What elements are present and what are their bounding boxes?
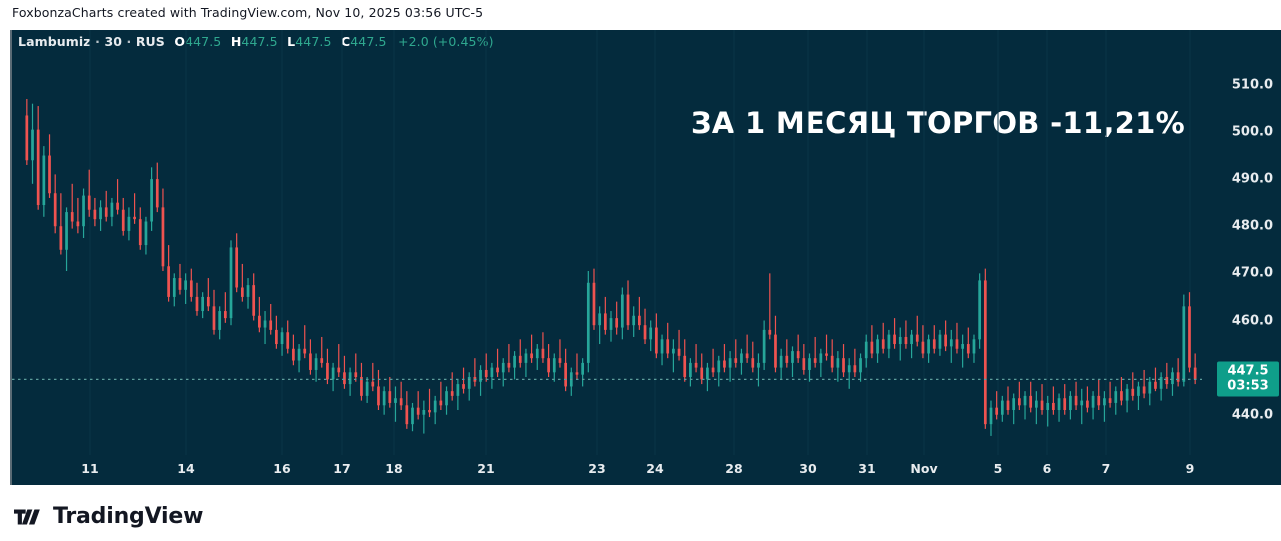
price-tick-440: 440.0 (1231, 407, 1273, 423)
time-tick-16: 16 (273, 461, 291, 476)
time-tick-28: 28 (725, 461, 743, 476)
time-tick-14: 14 (177, 461, 195, 476)
legend-close-label: C (340, 34, 351, 49)
time-tick-7: 7 (1101, 461, 1111, 476)
current-price-time: 03:53 (1227, 378, 1269, 394)
time-tick-Nov: Nov (910, 461, 938, 476)
price-tick-460: 460.0 (1231, 313, 1273, 328)
legend-high-value: 447.5 (241, 34, 278, 49)
time-tick-31: 31 (858, 461, 876, 476)
attribution-text: FoxbonzaCharts created with TradingView.… (12, 5, 484, 20)
legend-separator-2: · (126, 34, 132, 49)
tradingview-logo-icon (14, 509, 40, 524)
legend-change-value: +2.0 (+0.45%) (398, 34, 494, 49)
legend-symbol[interactable]: Lambumiz (18, 34, 91, 49)
time-tick-17: 17 (333, 461, 351, 476)
price-tick-480: 480.0 (1231, 218, 1273, 234)
time-tick-23: 23 (588, 461, 606, 476)
legend-separator-1: · (95, 34, 100, 49)
time-tick-11: 11 (81, 461, 99, 476)
time-tick-9: 9 (1185, 461, 1195, 476)
legend-exchange: RUS (135, 34, 165, 49)
legend-close-value: 447.5 (350, 34, 387, 49)
time-tick-30: 30 (799, 461, 817, 476)
chart-panel[interactable]: Lambumiz · 30 · RUS O447.5 H447.5 L447.5… (10, 30, 1281, 485)
current-price-badge[interactable]: 447.5 03:53 (1217, 361, 1279, 397)
footer-branding: TradingView (14, 504, 203, 529)
legend-low-label: L (287, 34, 296, 49)
overlay-annotation-title: ЗА 1 МЕСЯЦ ТОРГОВ -11,21% (690, 106, 1185, 140)
legend-open-label: O (174, 34, 186, 49)
current-price-value: 447.5 (1227, 363, 1269, 379)
time-tick-18: 18 (385, 461, 403, 476)
time-tick-21: 21 (477, 461, 495, 476)
price-axis[interactable]: 510.0500.0490.0480.0470.0460.0450.0440.0… (1202, 30, 1281, 485)
time-axis[interactable]: 11 14 16 17 18 21 23 24 28 30 31 Nov 5 6 7 9 (10, 455, 1281, 485)
chart-legend[interactable]: Lambumiz · 30 · RUS O447.5 H447.5 L447.5… (18, 34, 494, 49)
price-tick-470: 470.0 (1231, 265, 1273, 281)
legend-open-value: 447.5 (185, 34, 222, 49)
time-tick-24: 24 (646, 461, 664, 476)
legend-low-value: 447.5 (295, 34, 332, 49)
legend-high-label: H (230, 34, 242, 49)
time-tick-5: 5 (993, 461, 1003, 476)
legend-interval[interactable]: 30 (104, 34, 123, 49)
price-tick-510: 510.0 (1231, 77, 1273, 93)
price-tick-500: 500.0 (1231, 124, 1273, 140)
candlestick-plot-area[interactable] (12, 30, 1202, 455)
price-tick-490: 490.0 (1231, 171, 1273, 187)
tradingview-wordmark: TradingView (53, 504, 204, 529)
time-tick-6: 6 (1042, 461, 1052, 476)
